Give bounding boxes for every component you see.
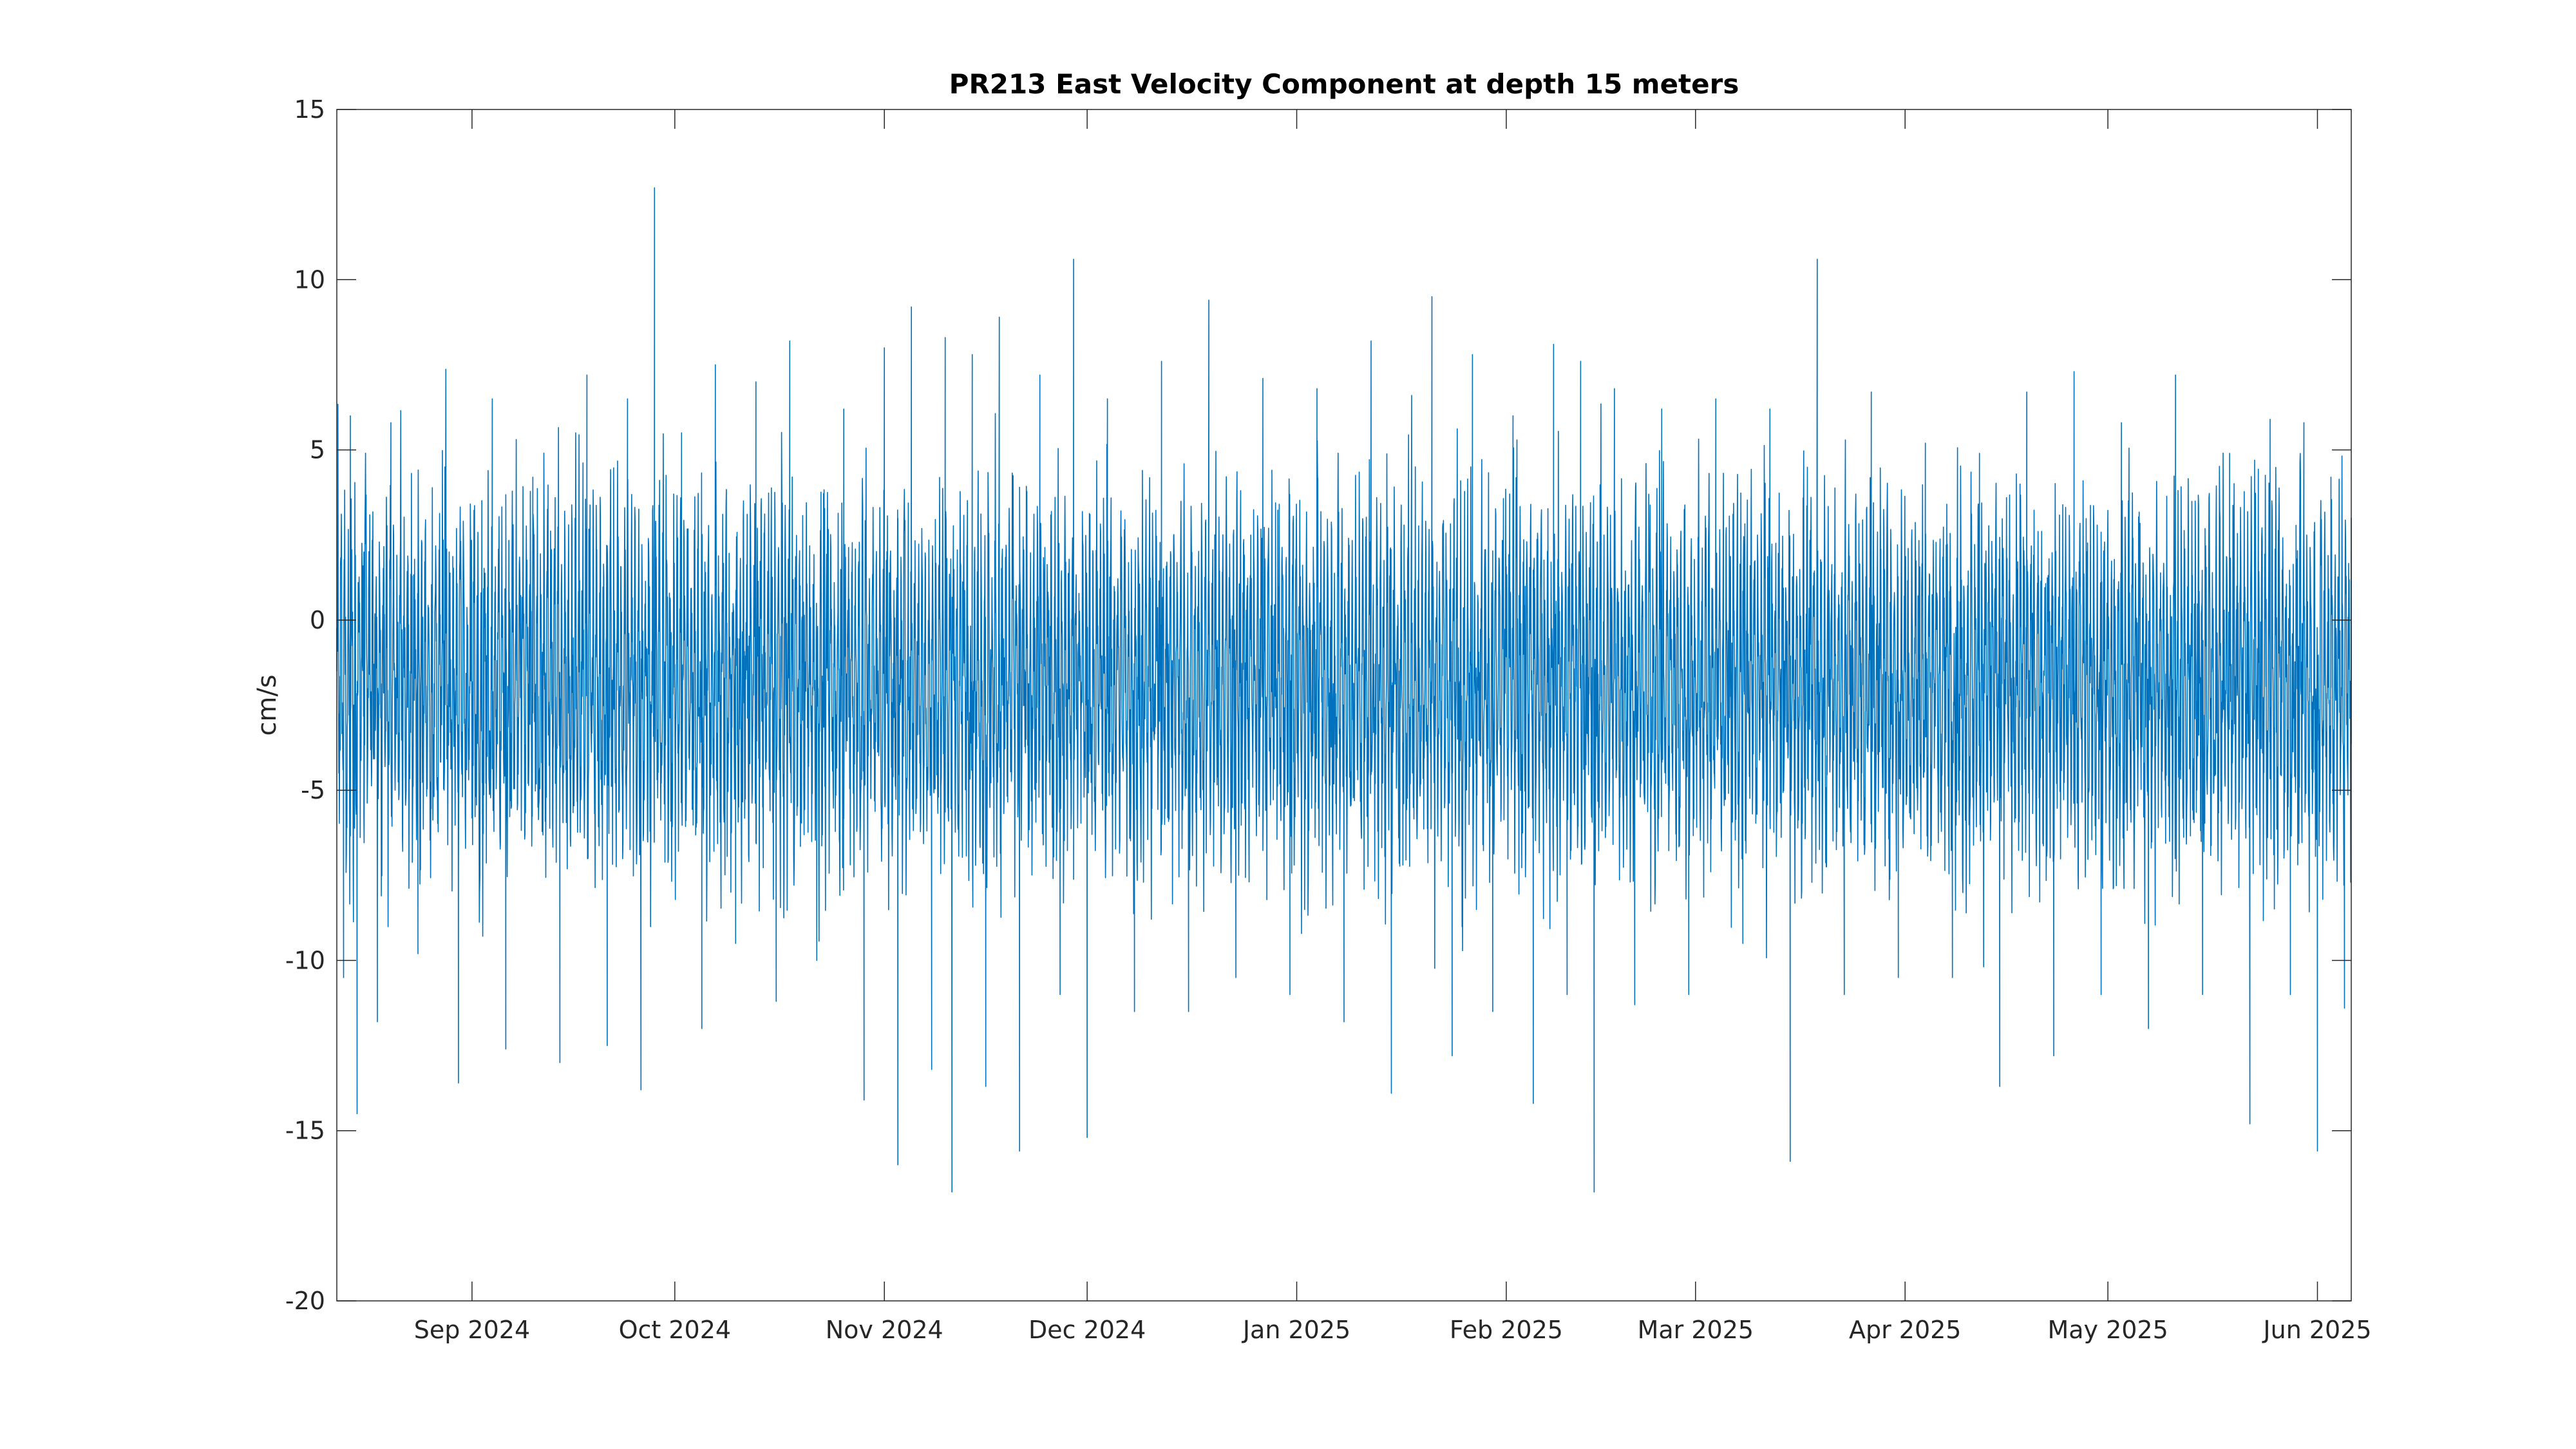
y-tick-label: 10 <box>294 265 325 294</box>
x-tick-label: Nov 2024 <box>826 1316 943 1344</box>
y-tick-label: -5 <box>301 776 325 804</box>
x-tick-label: Jan 2025 <box>1242 1316 1350 1344</box>
x-tick-label: Apr 2025 <box>1849 1316 1962 1344</box>
x-tick-label: Jun 2025 <box>2262 1316 2371 1344</box>
y-tick-label: -15 <box>285 1117 325 1145</box>
y-tick-label: 15 <box>294 95 325 124</box>
y-tick-label: 5 <box>310 436 325 464</box>
y-tick-label: -10 <box>285 946 325 974</box>
plot-frame <box>336 109 2352 1302</box>
x-tick-label: Oct 2024 <box>619 1316 732 1344</box>
x-tick-label: Sep 2024 <box>414 1316 530 1344</box>
y-axis-label: cm/s <box>252 674 282 735</box>
x-tick-label: May 2025 <box>2047 1316 2168 1344</box>
x-tick-label: Dec 2024 <box>1028 1316 1146 1344</box>
x-tick-label: Mar 2025 <box>1638 1316 1754 1344</box>
y-tick-label: -20 <box>285 1287 325 1315</box>
chart-title: PR213 East Velocity Component at depth 1… <box>949 68 1739 100</box>
y-tick-label: 0 <box>310 606 325 634</box>
tick-layer: 15 10 5 0 -5 -10 -15 -20 Sep 2024 Oct 2024 Nov 202… <box>285 95 2372 1344</box>
series-layer <box>336 187 2352 1193</box>
x-tick-label: Feb 2025 <box>1450 1316 1563 1344</box>
series-line <box>336 187 2352 1193</box>
